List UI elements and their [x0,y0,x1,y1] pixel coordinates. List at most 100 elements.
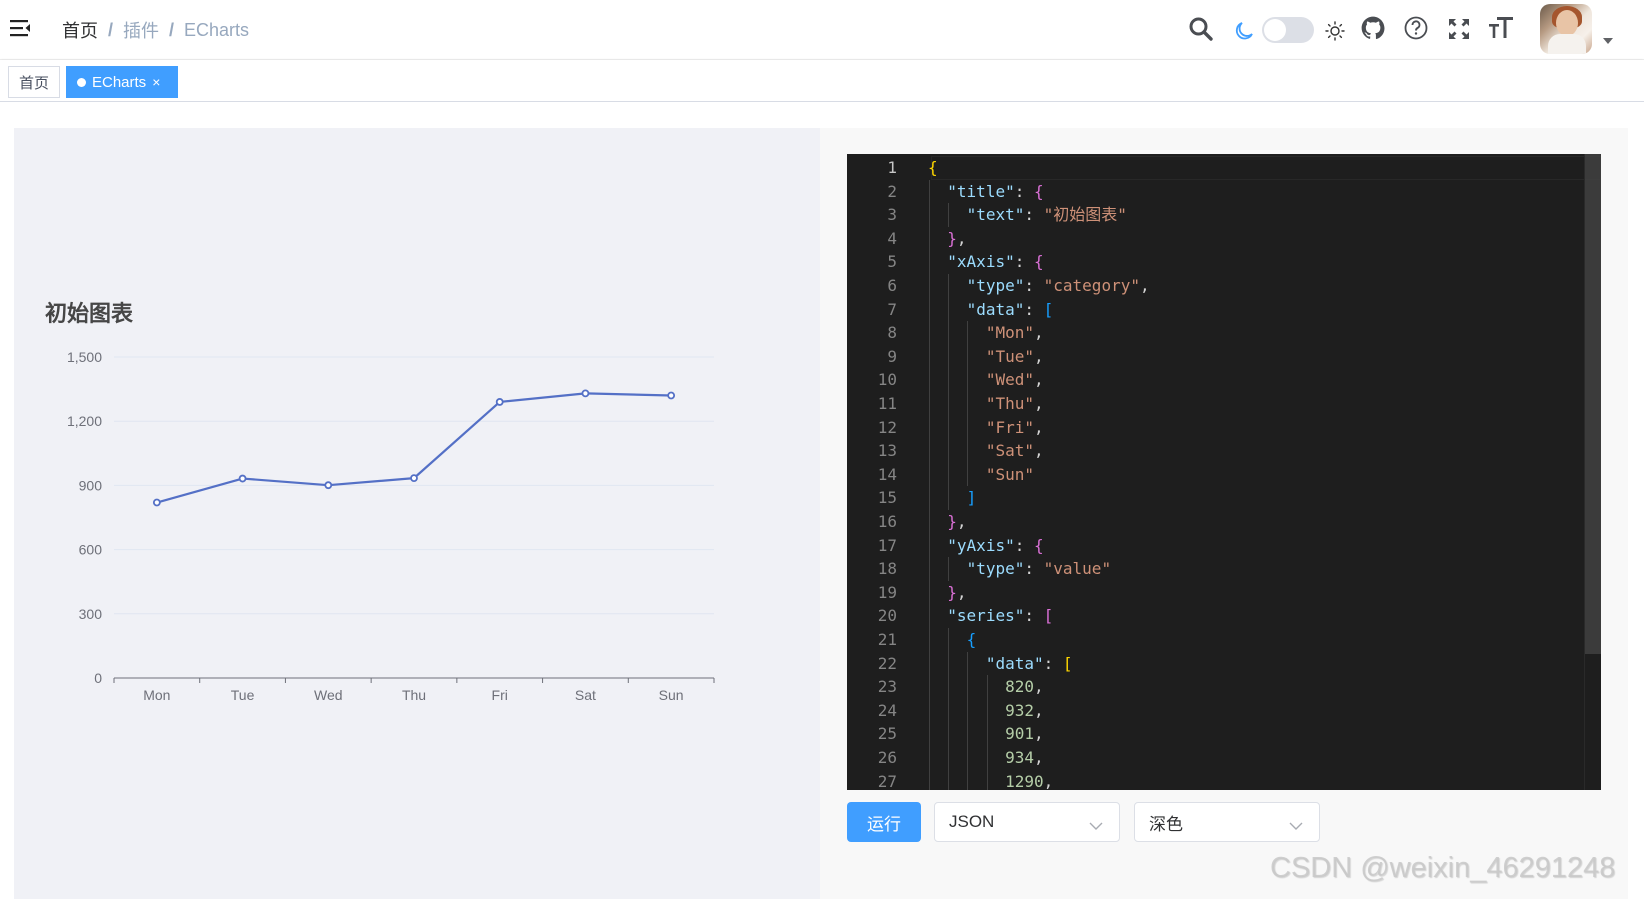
line-number: 27 [877,771,897,790]
svg-text:Fri: Fri [492,687,508,703]
code-line: "Sun" [985,464,1035,484]
close-icon[interactable]: × [152,74,161,90]
line-number: 19 [877,582,897,602]
svg-text:Sat: Sat [575,687,596,703]
line-number: 1 [887,158,897,177]
theme-select-value: 深色 [1149,814,1183,834]
toggle-knob [1264,19,1286,41]
line-number: 17 [877,535,897,555]
editor-scrollbar[interactable] [1585,154,1601,654]
line-number: 16 [877,512,897,531]
tag-label: ECharts [92,73,147,91]
menu-fold-icon[interactable] [10,18,32,38]
line-number: 2 [887,181,897,201]
code-line: "text": "初始图表" [966,205,1127,225]
code-line: "type": "value" [966,559,1112,579]
breadcrumb-separator: / [169,19,175,40]
code-line: "xAxis": { [947,252,1044,272]
tag-home[interactable]: 首页 [8,66,60,98]
code-line: 932, [1005,700,1044,720]
line-number: 22 [877,653,897,673]
github-icon[interactable] [1360,15,1386,41]
search-icon[interactable] [1188,16,1214,42]
top-navbar: 首页 / 插件 / ECharts [0,0,1644,60]
line-number: 18 [877,559,897,579]
line-number: 26 [877,748,897,767]
line-number: 15 [877,488,897,508]
line-number: 3 [887,205,897,225]
breadcrumb: 首页 / 插件 / ECharts [62,17,249,43]
code-line: { [928,158,938,177]
code-line: { [966,630,977,649]
svg-text:300: 300 [79,606,103,622]
active-dot-icon [77,77,86,87]
tags-view: 首页 ECharts × [0,60,1644,102]
code-line: 820, [1005,677,1044,697]
user-avatar[interactable] [1540,4,1592,54]
code-line: "series": [ [947,606,1054,626]
breadcrumb-echarts: ECharts [184,19,250,40]
tag-label: 首页 [19,74,50,92]
caret-down-icon[interactable] [1603,38,1613,44]
line-number: 10 [877,370,897,390]
chart-panel: 初始图表 0 300 600 900 1,200 1,500 Mon Tue Wed Thu Fri… [14,128,820,899]
code-line: }, [947,228,967,248]
code-line: }, [947,582,967,602]
moon-icon [1231,18,1257,44]
line-number: 5 [887,252,897,272]
code-line: "Tue", [985,346,1044,366]
line-number: 25 [877,724,897,744]
dark-mode-toggle[interactable] [1262,17,1314,43]
line-number: 11 [877,394,897,413]
breadcrumb-home[interactable]: 首页 [62,21,98,41]
active-line-highlight [931,156,1601,180]
line-number: 14 [877,464,897,484]
run-button[interactable]: 运行 [847,802,921,842]
svg-text:600: 600 [79,542,103,558]
language-select[interactable]: JSON [934,802,1120,842]
language-select-value: JSON [949,812,995,831]
svg-text:Tue: Tue [231,687,255,703]
breadcrumb-plugins: 插件 [123,21,160,41]
main-content: 初始图表 0 300 600 900 1,200 1,500 Mon Tue Wed Thu Fri… [0,102,1644,899]
svg-text:900: 900 [79,477,103,493]
editor-controls: 运行 JSON 深色 [847,802,1320,842]
font-size-icon[interactable] [1488,15,1514,41]
code-line: 901, [1005,724,1044,744]
line-number: 7 [887,299,897,319]
svg-text:1,200: 1,200 [67,413,102,429]
line-number: 12 [877,417,897,437]
editor-panel: 1 2 3 4 5 6 7 8 9 10 11 12 13 14 15 16 17 18 19 20 21 22 23 24 2… [820,128,1628,899]
fullscreen-icon[interactable] [1446,16,1472,42]
line-number: 20 [877,606,897,626]
code-line: "type": "category", [966,276,1150,295]
theme-select[interactable]: 深色 [1134,802,1320,842]
svg-text:1,500: 1,500 [67,349,102,365]
code-line: 934, [1005,748,1044,767]
line-number: 9 [887,346,897,366]
code-line: ] [966,488,977,508]
chevron-down-icon [1289,816,1303,836]
tag-echarts[interactable]: ECharts × [66,66,178,98]
line-number: 21 [877,630,897,649]
line-number: 13 [877,441,897,461]
code-editor[interactable]: 1 2 3 4 5 6 7 8 9 10 11 12 13 14 15 16 17 18 19 20 21 22 23 24 2… [847,154,1601,790]
code-line: "Sat", [985,441,1044,461]
svg-text:0: 0 [94,670,102,686]
help-icon[interactable] [1403,15,1429,41]
code-line: "Wed", [985,370,1044,390]
line-number: 23 [877,677,897,697]
code-line: "data": [ [985,653,1073,673]
svg-text:Sun: Sun [659,687,684,703]
chart-title: 初始图表 [45,301,134,326]
line-chart[interactable]: 0 300 600 900 1,200 1,500 Mon Tue Wed Thu Fri Sat Su… [14,128,820,899]
code-line: }, [947,512,967,531]
line-number: 6 [887,276,897,295]
line-number: 4 [887,228,897,248]
sun-icon [1322,18,1348,44]
svg-text:Thu: Thu [402,687,426,703]
line-number: 24 [877,700,897,720]
line-number: 8 [887,323,897,343]
code-line: "title": { [947,181,1044,201]
